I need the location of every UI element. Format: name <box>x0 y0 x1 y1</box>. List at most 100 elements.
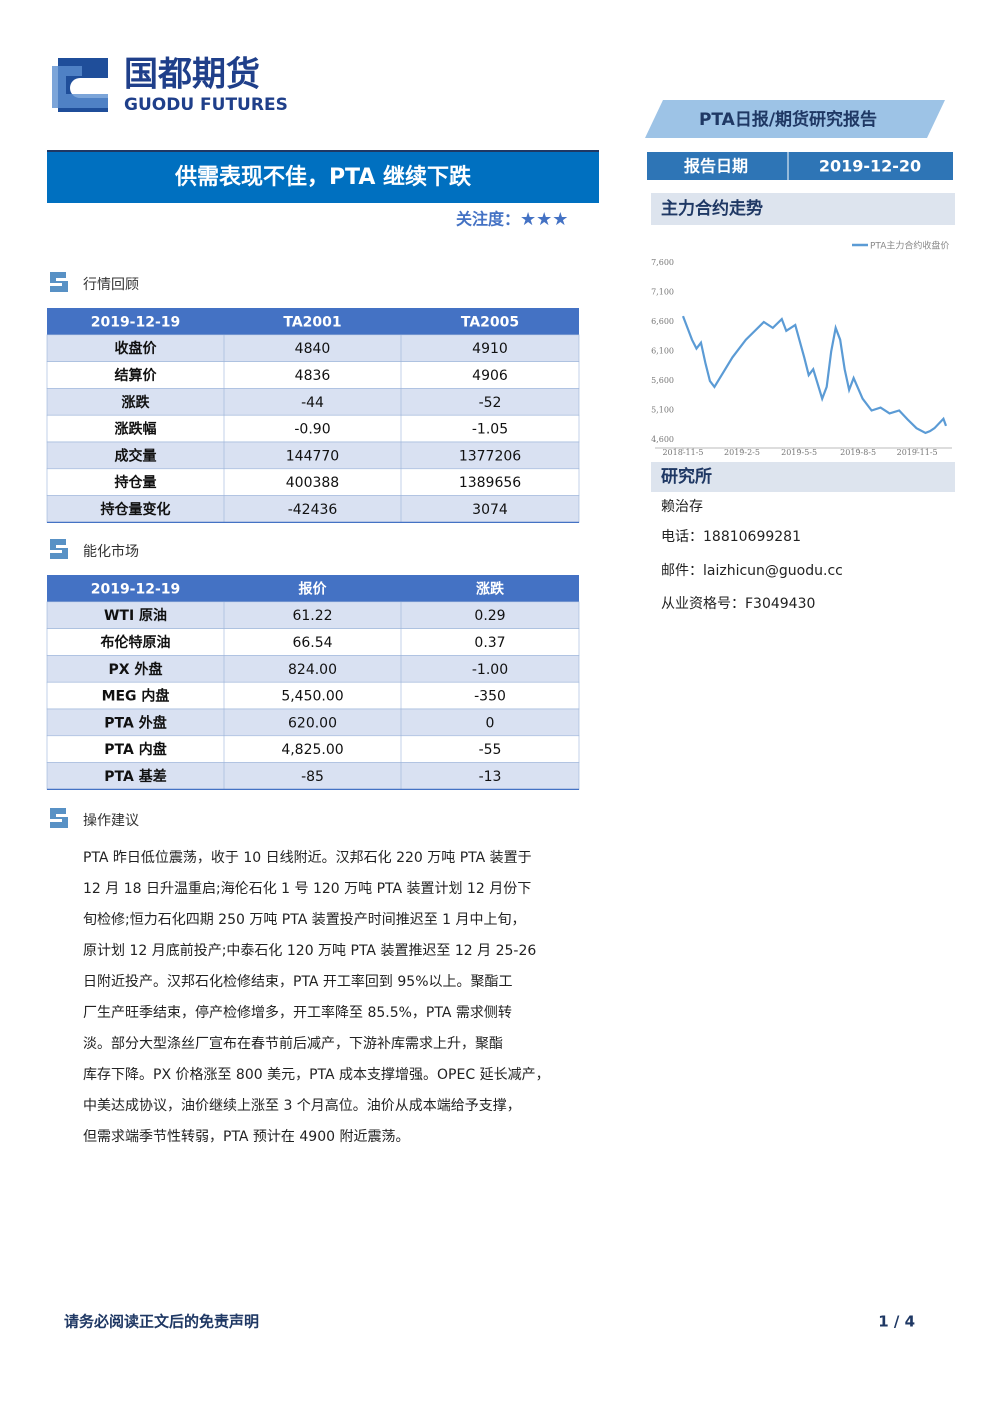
cell: 620.00 <box>288 715 337 731</box>
paragraph-line: PTA 昨日低位震荡，收于 10 日线附近。汉邦石化 220 万吨 PTA 装置… <box>83 850 532 866</box>
row-label: PX 外盘 <box>109 661 163 678</box>
cell: -44 <box>301 395 324 411</box>
table-row <box>46 601 580 629</box>
logo-cn: 国都期货 <box>124 55 260 95</box>
row-label: PTA 基差 <box>104 768 166 785</box>
paragraph-line: 日附近投产。汉邦石化检修结束，PTA 开工率回到 95%以上。聚酯工 <box>83 973 513 990</box>
section-heading: 行情回顾 <box>83 277 139 293</box>
cell: 4,825.00 <box>281 742 343 758</box>
license: 从业资格号：F3049430 <box>661 596 815 612</box>
cell: 5,450.00 <box>281 689 343 705</box>
email: 邮件：laizhicun@guodu.cc <box>661 563 843 579</box>
cell: 824.00 <box>288 662 337 678</box>
header-cell: TA2005 <box>461 314 519 330</box>
y-tick-label: 6,100 <box>651 347 674 356</box>
y-tick-label: 4,600 <box>651 435 674 444</box>
title: 供需表现不佳，PTA 继续下跌 <box>174 164 472 190</box>
x-tick-label: 2018-11-5 <box>662 448 703 457</box>
table-row <box>46 762 580 790</box>
phone: 电话：18810699281 <box>661 529 801 545</box>
row-label: PTA 内盘 <box>104 741 166 758</box>
disclaimer: 请务必阅读正文后的免责声明 <box>64 1313 259 1331</box>
logo <box>52 58 108 112</box>
row-label: 布伦特原油 <box>101 634 171 651</box>
header-cell: 涨跌 <box>476 581 505 597</box>
y-tick-label: 7,100 <box>651 288 674 297</box>
paragraph-line: 厂生产旺季结束，停产检修增多，开工率降至 85.5%，PTA 需求侧转 <box>83 1004 512 1021</box>
header-cell: TA2001 <box>283 314 341 330</box>
row-label: 涨跌 <box>122 395 151 411</box>
cell: 0 <box>486 715 495 731</box>
x-tick-label: 2019-5-5 <box>781 448 817 457</box>
report-banner <box>645 100 945 138</box>
legend-label: PTA主力合约收盘价 <box>870 240 949 252</box>
chart-heading-bar <box>651 193 955 225</box>
cell: -55 <box>479 742 502 758</box>
header-cell: 报价 <box>299 581 328 597</box>
date: 2019-12-20 <box>819 157 921 176</box>
table-row <box>46 334 580 362</box>
analyst: 赖治存 <box>661 499 703 515</box>
cell: -1.00 <box>472 662 508 678</box>
cell: -350 <box>474 689 506 705</box>
table-row <box>46 735 580 763</box>
table-row <box>46 361 580 389</box>
cell: 1377206 <box>459 448 521 464</box>
row-label: 涨跌幅 <box>115 421 157 438</box>
date-bar <box>647 152 953 180</box>
x-tick-label: 2019-8-5 <box>840 448 876 457</box>
research-bar <box>651 462 955 492</box>
cell: 4906 <box>472 368 508 384</box>
row-label: WTI 原油 <box>104 607 167 624</box>
x-tick-label: 2019-2-5 <box>724 448 760 457</box>
section-icons <box>50 272 68 828</box>
table-header <box>47 308 579 335</box>
title-bar <box>47 150 599 203</box>
paragraph-line: 库存下降。PX 价格涨至 800 美元，PTA 成本支撑增强。OPEC 延长减产… <box>83 1067 550 1083</box>
report-type: PTA日报/期货研究报告 <box>699 109 877 130</box>
table-header <box>47 575 579 602</box>
row-label: 持仓量 <box>115 474 157 491</box>
paragraph-line: 12 月 18 日升温重启;海伦石化 1 号 120 万吨 PTA 装置计划 1… <box>83 881 531 897</box>
row-label: PTA 外盘 <box>104 714 166 731</box>
row-label: 结算价 <box>115 367 158 384</box>
paragraph-line: 旬检修;恒力石化四期 250 万吨 PTA 装置投产时间推迟至 1 月中上旬， <box>83 912 526 928</box>
line <box>681 315 948 435</box>
table-row <box>46 628 580 656</box>
table-row <box>46 681 580 710</box>
section-heading: 操作建议 <box>83 813 139 829</box>
table-row <box>46 495 580 523</box>
cell: 400388 <box>286 475 339 491</box>
cell: 61.22 <box>292 608 332 624</box>
y-tick-label: 5,600 <box>651 376 674 385</box>
y-tick-label: 6,600 <box>651 317 674 326</box>
attention-stars: ★★★ <box>520 209 568 230</box>
cell: 3074 <box>472 502 508 518</box>
cell: 0.37 <box>474 635 505 651</box>
section-heading: 能化市场 <box>83 543 139 560</box>
table-row <box>46 468 580 496</box>
x-tick-label: 2019-11-5 <box>897 448 938 457</box>
row-label: 持仓量变化 <box>101 501 171 518</box>
attention-label: 关注度： <box>456 210 520 229</box>
cell: -52 <box>479 395 502 411</box>
table-row <box>46 655 580 683</box>
paragraph-line: 但需求端季节性转弱，PTA 预计在 4900 附近震荡。 <box>83 1129 409 1145</box>
page-number: 1 / 4 <box>878 1313 915 1331</box>
date-label: 报告日期 <box>684 157 748 176</box>
table-row <box>46 441 580 470</box>
chart-heading: 主力合约走势 <box>661 198 763 219</box>
paragraph-line: 中美达成协议，油价继续上涨至 3 个月高位。油价从成本端给予支撑， <box>83 1097 521 1114</box>
cell: -85 <box>301 769 324 785</box>
y-tick-label: 5,100 <box>651 406 674 415</box>
cell: 4836 <box>295 368 331 384</box>
cell: -42436 <box>288 502 338 518</box>
cell: 0.29 <box>474 608 505 624</box>
row-label: 收盘价 <box>115 340 158 357</box>
research-heading: 研究所 <box>661 466 712 487</box>
cell: 1389656 <box>459 475 521 491</box>
paragraph-line: 淡。部分大型涤丝厂宣布在春节前后减产，下游补库需求上升，聚酯 <box>83 1035 503 1052</box>
logo-en: GUODU FUTURES <box>124 95 288 115</box>
